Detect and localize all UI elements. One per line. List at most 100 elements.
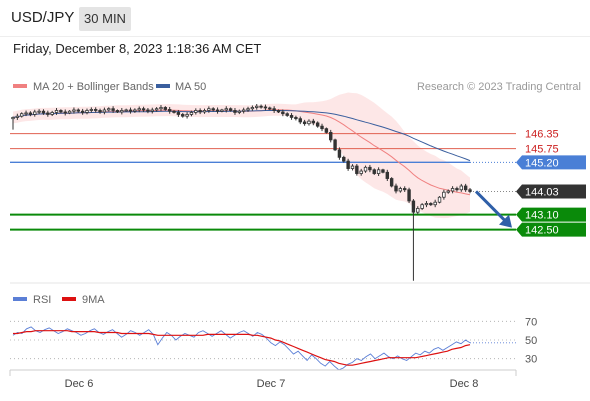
candle xyxy=(416,206,420,215)
candle-body xyxy=(207,108,211,111)
rsi-swatch xyxy=(13,297,27,301)
candle xyxy=(115,109,120,114)
candle-body xyxy=(111,108,115,111)
rsi-legend-label: RSI xyxy=(33,294,51,306)
candle-body xyxy=(98,110,102,113)
candle xyxy=(198,108,202,115)
candle-body xyxy=(359,170,363,174)
candle-body xyxy=(407,189,411,202)
candle xyxy=(80,108,85,115)
candle-body xyxy=(46,112,50,115)
candle-body xyxy=(11,117,15,120)
candle-body xyxy=(115,110,120,113)
candle xyxy=(224,106,228,113)
candle-body xyxy=(137,108,141,111)
candle xyxy=(15,113,20,120)
candle-body xyxy=(133,109,137,112)
timeframe-button[interactable]: 30 MIN xyxy=(79,7,131,31)
candle-body xyxy=(259,105,263,108)
candle xyxy=(281,109,285,117)
candle-body xyxy=(72,109,76,112)
candle-body xyxy=(163,107,168,110)
candle-body xyxy=(189,112,194,115)
moving-averages xyxy=(12,109,471,196)
candle xyxy=(233,108,237,115)
candle xyxy=(46,110,50,117)
candle-body xyxy=(320,125,324,130)
candle-body xyxy=(241,109,246,112)
candle-body xyxy=(41,110,46,114)
candle-body xyxy=(420,204,424,209)
candle xyxy=(228,107,233,112)
candle-body xyxy=(324,128,329,133)
candle-body xyxy=(24,112,28,115)
candle-body xyxy=(159,107,163,110)
candle xyxy=(437,196,442,204)
ma20-swatch xyxy=(13,84,27,88)
level-label-box-2 xyxy=(516,155,586,170)
candle-body xyxy=(376,169,381,174)
ma20-legend-label: MA 20 + Bollinger Bands xyxy=(33,81,154,93)
candle-body xyxy=(350,165,355,169)
candle xyxy=(255,104,259,110)
candle xyxy=(63,109,67,116)
candle xyxy=(429,202,433,206)
rsi-lines xyxy=(12,326,516,371)
candle-body xyxy=(154,108,159,111)
candle xyxy=(211,107,215,112)
header: USD/JPY 30 MIN xyxy=(0,0,590,36)
candle-body xyxy=(237,110,242,113)
candle-body xyxy=(80,110,85,113)
rsi-tick-30: 30 xyxy=(525,354,537,366)
candle xyxy=(250,105,255,111)
candle xyxy=(241,107,246,114)
candle-body xyxy=(93,109,98,111)
candle-body xyxy=(85,110,89,113)
candle xyxy=(54,108,59,115)
x-tick-label: Dec 7 xyxy=(257,378,286,390)
candle-body xyxy=(50,112,54,115)
levels xyxy=(10,133,516,231)
candle-body xyxy=(289,115,294,118)
x-tick-label: Dec 8 xyxy=(450,378,479,390)
timestamp: Friday, December 8, 2023 1:18:36 AM CET xyxy=(13,41,262,56)
candle xyxy=(50,110,54,117)
candle xyxy=(294,115,298,121)
candle-body xyxy=(272,108,276,111)
rsi-9ma-line xyxy=(13,330,471,366)
candle xyxy=(120,107,124,115)
candle xyxy=(372,168,376,175)
candle-body xyxy=(202,110,207,113)
candle-body xyxy=(381,169,385,173)
symbol-title: USD/JPY xyxy=(11,9,75,26)
candle xyxy=(107,107,111,112)
candle xyxy=(259,104,263,109)
candle xyxy=(285,112,289,117)
copyright: Research © 2023 Trading Central xyxy=(417,81,581,93)
candle xyxy=(181,112,185,118)
ma50-swatch xyxy=(156,84,170,88)
candle-body xyxy=(315,122,320,127)
candle xyxy=(329,129,333,143)
candle xyxy=(220,108,224,113)
candle xyxy=(67,110,72,115)
candle xyxy=(381,168,385,174)
candle-body xyxy=(33,111,37,115)
candle xyxy=(85,108,89,115)
candle-body xyxy=(255,105,259,108)
candle xyxy=(424,201,429,208)
candle xyxy=(89,107,94,113)
candle xyxy=(185,112,189,119)
ma50-legend-label: MA 50 xyxy=(175,81,206,93)
candle xyxy=(359,168,363,176)
candle-body xyxy=(372,169,376,174)
candle-body xyxy=(263,106,268,109)
candle-body xyxy=(128,109,133,112)
candle xyxy=(342,155,346,163)
candle xyxy=(189,110,194,117)
candle xyxy=(311,118,316,126)
candle-body xyxy=(298,118,302,123)
candle xyxy=(468,187,472,194)
